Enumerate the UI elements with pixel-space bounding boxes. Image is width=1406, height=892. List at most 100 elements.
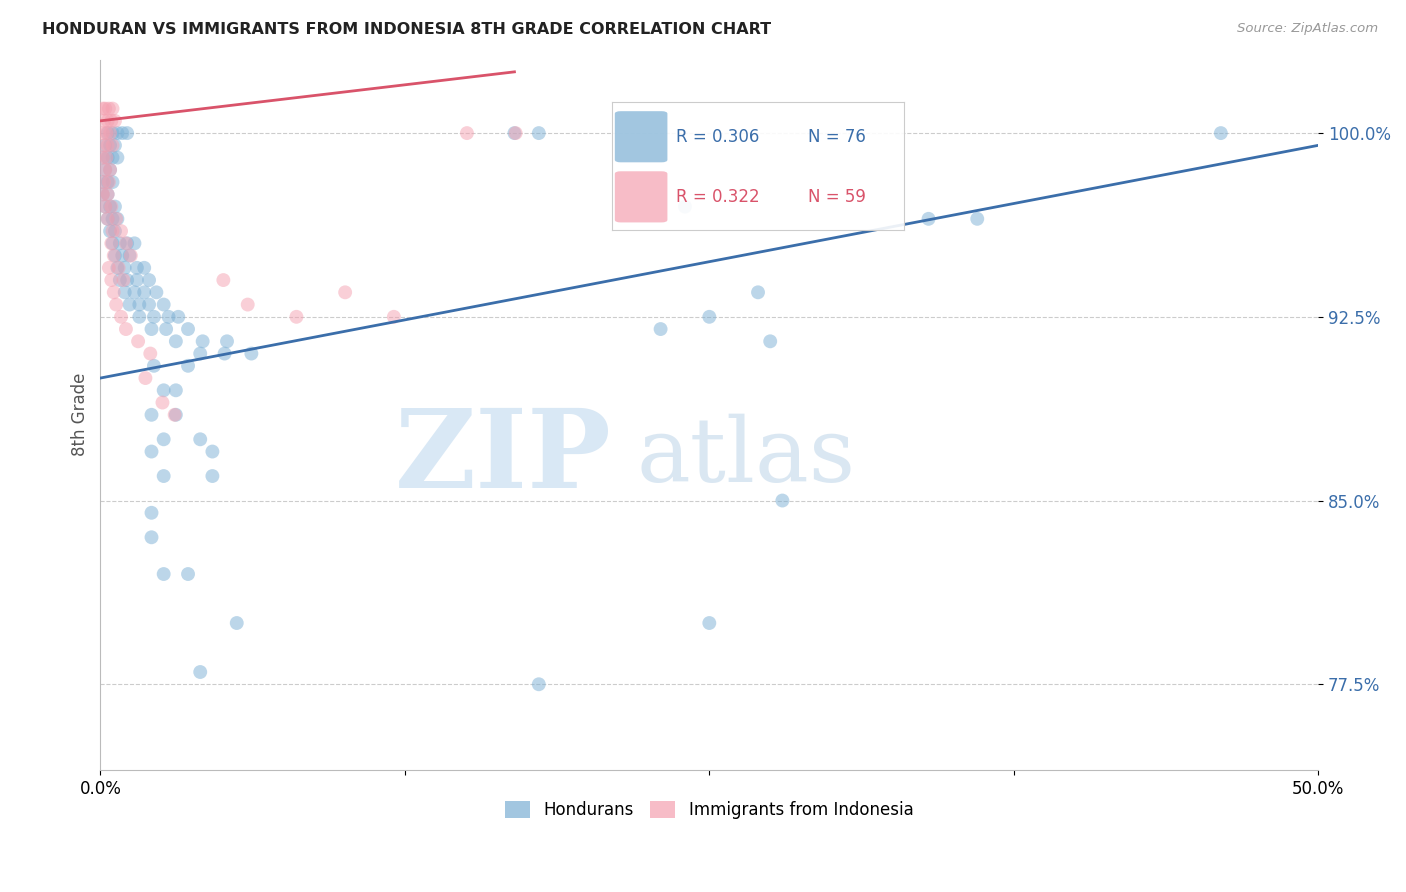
Point <box>97 211 120 226</box>
Point <box>134 285 156 300</box>
Point <box>98 138 121 153</box>
Point <box>93 113 115 128</box>
Point <box>115 126 138 140</box>
Point <box>104 200 127 214</box>
Point <box>96 126 118 140</box>
Point <box>142 359 165 373</box>
Point <box>97 138 120 153</box>
Point <box>108 273 131 287</box>
Point <box>98 162 121 177</box>
Point <box>139 346 162 360</box>
Point <box>104 249 127 263</box>
Point <box>104 224 127 238</box>
Point <box>107 260 129 275</box>
Point <box>115 322 138 336</box>
Point <box>167 310 190 324</box>
Point <box>94 102 117 116</box>
Point <box>142 310 165 324</box>
Point <box>101 211 124 226</box>
Point <box>118 249 141 263</box>
Point <box>101 236 124 251</box>
Point <box>110 310 132 324</box>
Point <box>104 138 127 153</box>
Point <box>138 273 160 287</box>
Point <box>91 175 114 189</box>
Point <box>93 175 115 189</box>
Point <box>1209 126 1232 140</box>
Point <box>333 285 356 300</box>
Point <box>673 200 696 214</box>
Point <box>201 469 224 483</box>
Point <box>527 677 550 691</box>
Point <box>165 408 187 422</box>
Point <box>97 175 120 189</box>
Point <box>103 249 125 263</box>
Point <box>98 224 121 238</box>
Point <box>128 310 150 324</box>
Point <box>97 260 120 275</box>
Point <box>917 211 939 226</box>
Point <box>191 334 214 349</box>
Point <box>120 249 142 263</box>
Point <box>125 273 148 287</box>
Point <box>115 236 138 251</box>
Point <box>105 297 128 311</box>
Point <box>97 102 120 116</box>
Point <box>152 469 174 483</box>
Point <box>124 236 146 251</box>
Point <box>97 187 120 202</box>
Point <box>107 260 129 275</box>
Point <box>110 224 132 238</box>
Point <box>114 260 136 275</box>
Point <box>152 395 174 409</box>
Legend: Hondurans, Immigrants from Indonesia: Hondurans, Immigrants from Indonesia <box>498 794 920 826</box>
Point <box>152 567 174 582</box>
Point <box>503 126 526 140</box>
Point <box>770 493 793 508</box>
Point <box>966 211 988 226</box>
Point <box>759 334 782 349</box>
Point <box>285 310 308 324</box>
Point <box>101 102 124 116</box>
Point <box>152 297 174 311</box>
Point <box>91 187 114 202</box>
Point <box>105 211 128 226</box>
Text: HONDURAN VS IMMIGRANTS FROM INDONESIA 8TH GRADE CORRELATION CHART: HONDURAN VS IMMIGRANTS FROM INDONESIA 8T… <box>42 22 772 37</box>
Point <box>114 285 136 300</box>
Point <box>101 175 124 189</box>
Point <box>155 322 177 336</box>
Point <box>98 126 121 140</box>
Point <box>382 310 405 324</box>
Point <box>100 200 122 214</box>
Point <box>98 200 121 214</box>
Point <box>115 273 138 287</box>
Point <box>98 162 121 177</box>
Point <box>91 151 114 165</box>
Point <box>165 334 187 349</box>
Point <box>97 211 120 226</box>
Point <box>505 126 527 140</box>
Point <box>93 138 115 153</box>
Point <box>96 151 118 165</box>
Point <box>225 615 247 630</box>
Point <box>747 285 769 300</box>
Point <box>103 285 125 300</box>
Point <box>127 334 149 349</box>
Point <box>97 151 120 165</box>
Point <box>107 211 129 226</box>
Point <box>97 175 120 189</box>
Point <box>134 371 156 385</box>
Point <box>100 113 122 128</box>
Point <box>101 151 124 165</box>
Point <box>212 273 235 287</box>
Text: ZIP: ZIP <box>395 404 612 511</box>
Point <box>128 297 150 311</box>
Point <box>141 506 163 520</box>
Point <box>141 322 163 336</box>
Point <box>94 162 117 177</box>
Point <box>138 297 160 311</box>
Y-axis label: 8th Grade: 8th Grade <box>72 373 89 457</box>
Point <box>91 187 114 202</box>
Point <box>108 236 131 251</box>
Point <box>214 346 236 360</box>
